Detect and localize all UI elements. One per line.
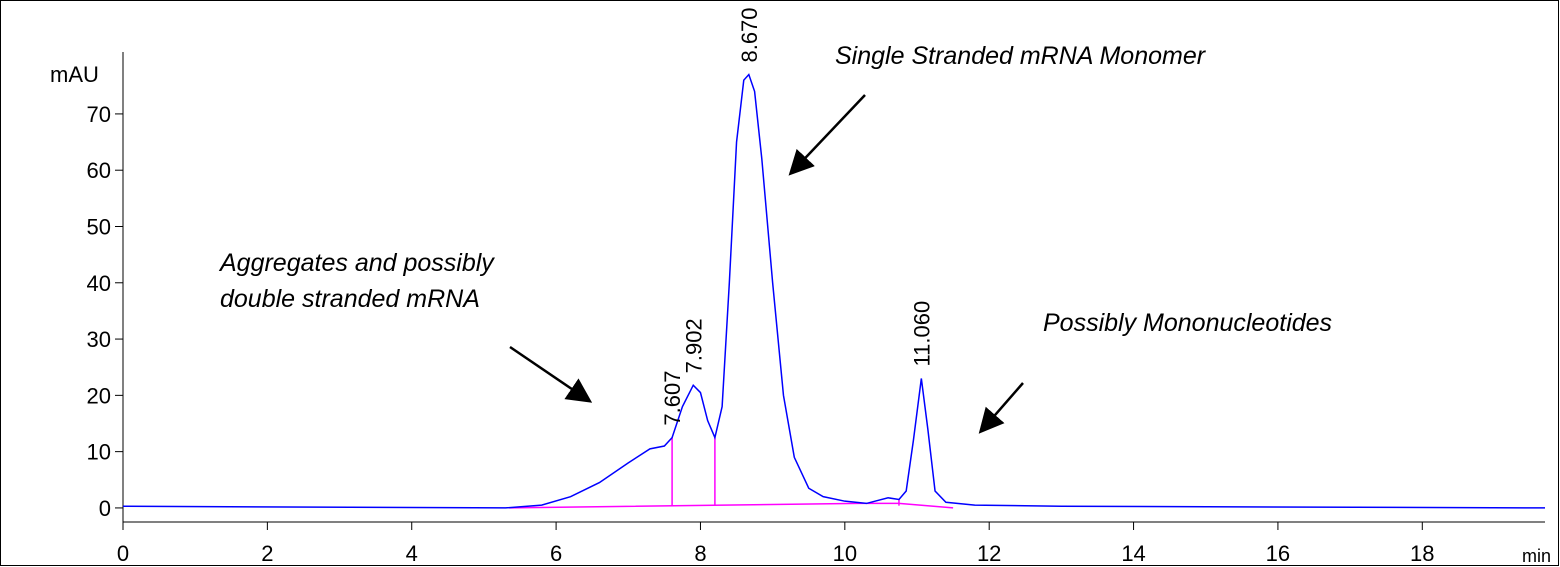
annotation: Aggregates and possibly [218, 249, 495, 277]
y-tick-label: 70 [87, 102, 111, 127]
x-tick-label: 4 [406, 541, 418, 566]
x-tick-label: 12 [977, 541, 1001, 566]
arrow [788, 94, 866, 176]
annotation: double stranded mRNA [220, 285, 480, 313]
x-axis-label: min [1522, 546, 1551, 566]
x-tick-label: 0 [117, 541, 129, 566]
x-tick-label: 6 [550, 541, 562, 566]
x-tick-label: 2 [261, 541, 273, 566]
x-tick-label: 18 [1410, 541, 1434, 566]
y-tick-label: 30 [87, 327, 111, 352]
y-tick-label: 50 [87, 214, 111, 239]
arrow [978, 382, 1024, 434]
x-tick-label: 8 [694, 541, 706, 566]
x-tick-label: 10 [833, 541, 857, 566]
peak-label: 11.060 [909, 301, 934, 367]
trace [122, 73, 1546, 509]
y-tick-label: 10 [87, 440, 111, 465]
y-tick-label: 60 [87, 158, 111, 183]
annotation: Possibly Mononucleotides [1043, 309, 1332, 337]
peak-label: 8.670 [737, 7, 762, 62]
y-tick-label: 20 [87, 383, 111, 408]
integration-baseline [509, 502, 954, 509]
peak-label: 7.902 [681, 318, 706, 373]
x-tick-label: 16 [1266, 541, 1290, 566]
y-tick-label: 40 [87, 271, 111, 296]
x-tick-label: 14 [1121, 541, 1145, 566]
peak-label: 7.607 [660, 371, 685, 426]
y-tick-label: 0 [99, 496, 111, 521]
arrow [509, 345, 593, 403]
y-axis-label: mAU [50, 62, 99, 87]
annotation: Single Stranded mRNA Monomer [835, 42, 1207, 70]
